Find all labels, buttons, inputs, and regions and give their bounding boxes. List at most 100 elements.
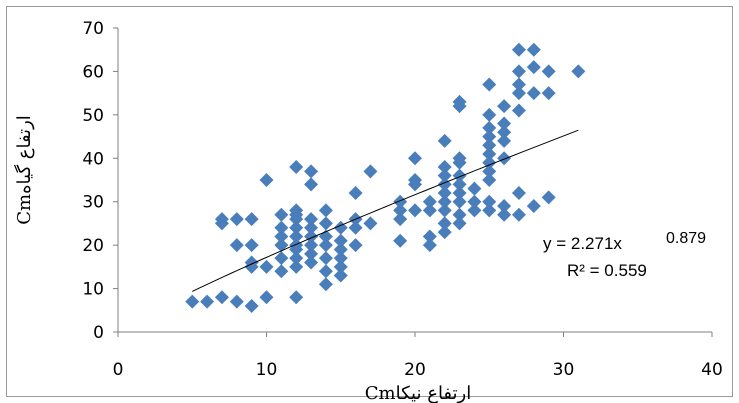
data-point <box>289 203 304 218</box>
data-point <box>393 233 408 248</box>
data-point <box>482 164 497 179</box>
x-tick-label: 10 <box>256 360 278 380</box>
x-tick-label: 40 <box>701 360 723 380</box>
data-point <box>289 290 304 305</box>
data-point <box>511 207 526 222</box>
x-axis-title: ارتفاع نیکاCm <box>365 383 471 403</box>
data-point <box>318 216 333 231</box>
data-point <box>467 181 482 196</box>
data-point <box>393 203 408 218</box>
data-point <box>259 259 274 274</box>
data-point <box>363 164 378 179</box>
data-point <box>497 116 512 131</box>
data-point <box>408 173 422 187</box>
data-point <box>497 199 512 214</box>
data-point <box>541 86 556 101</box>
data-point <box>437 203 452 218</box>
data-point <box>467 203 482 218</box>
data-point <box>497 99 512 114</box>
data-point <box>497 207 512 222</box>
data-point <box>497 133 512 148</box>
data-point <box>452 216 467 231</box>
data-point <box>511 103 526 118</box>
data-point <box>304 164 319 179</box>
data-point <box>363 216 378 231</box>
data-point <box>408 151 422 166</box>
data-point <box>304 220 319 235</box>
x-tick-label: 30 <box>553 360 575 380</box>
data-point <box>244 212 259 227</box>
data-point <box>437 216 452 231</box>
trendline-equation-exponent: 0.879 <box>666 230 706 247</box>
data-point <box>482 107 497 122</box>
data-point <box>482 194 497 209</box>
x-tick-label: 20 <box>404 360 426 380</box>
data-point <box>318 238 333 253</box>
data-point <box>511 42 526 57</box>
data-point <box>437 194 452 209</box>
data-point <box>333 259 348 274</box>
trendline <box>192 129 579 292</box>
data-point <box>229 238 244 253</box>
data-point <box>244 238 259 253</box>
data-point <box>333 233 348 248</box>
data-point <box>452 155 467 170</box>
data-point <box>214 212 229 227</box>
data-point <box>274 251 289 266</box>
data-point <box>482 146 497 161</box>
data-point <box>452 177 467 192</box>
data-point <box>274 238 289 253</box>
y-tick-label: 0 <box>93 323 104 343</box>
y-tick-label: 50 <box>82 106 104 126</box>
data-point <box>571 64 586 79</box>
data-point <box>274 220 289 235</box>
data-point <box>467 194 482 209</box>
data-point <box>289 259 304 274</box>
data-point <box>304 177 319 192</box>
data-point <box>214 290 229 305</box>
data-point <box>482 129 497 144</box>
y-tick-label: 70 <box>82 19 104 39</box>
data-point <box>274 207 289 222</box>
data-point <box>437 225 452 240</box>
data-point <box>348 186 363 201</box>
data-point <box>289 220 304 235</box>
data-point <box>408 203 422 218</box>
data-point <box>422 229 437 244</box>
data-point <box>482 173 497 187</box>
y-axis-title: ارتفاع گیاهCm <box>13 115 35 225</box>
y-ticks: 0 10 20 30 40 50 60 70 <box>82 19 118 343</box>
data-point <box>526 60 541 75</box>
data-point <box>348 238 363 253</box>
data-point <box>318 203 333 218</box>
data-point <box>259 173 274 187</box>
data-point <box>333 242 348 257</box>
y-tick-label: 60 <box>82 62 104 82</box>
data-point <box>304 246 319 261</box>
data-point <box>333 251 348 266</box>
data-point <box>437 159 452 174</box>
data-points <box>185 42 586 313</box>
data-point <box>452 168 467 183</box>
y-tick-label: 20 <box>82 236 104 256</box>
data-point <box>318 264 333 279</box>
data-point <box>452 194 467 209</box>
y-tick-label: 40 <box>82 149 104 169</box>
data-point <box>289 238 304 253</box>
data-point <box>437 168 452 183</box>
data-point <box>482 138 497 153</box>
data-point <box>422 203 437 218</box>
data-point <box>259 290 274 305</box>
data-point <box>289 229 304 244</box>
data-point <box>452 207 467 222</box>
x-tick-label: 0 <box>113 360 124 380</box>
data-point <box>229 294 244 309</box>
data-point <box>348 220 363 235</box>
r-squared-label: R² = 0.559 <box>567 261 647 280</box>
data-point <box>437 186 452 201</box>
data-point <box>244 298 259 313</box>
data-point <box>304 255 319 270</box>
data-point <box>304 212 319 227</box>
data-point <box>541 64 556 79</box>
data-point <box>482 203 497 218</box>
